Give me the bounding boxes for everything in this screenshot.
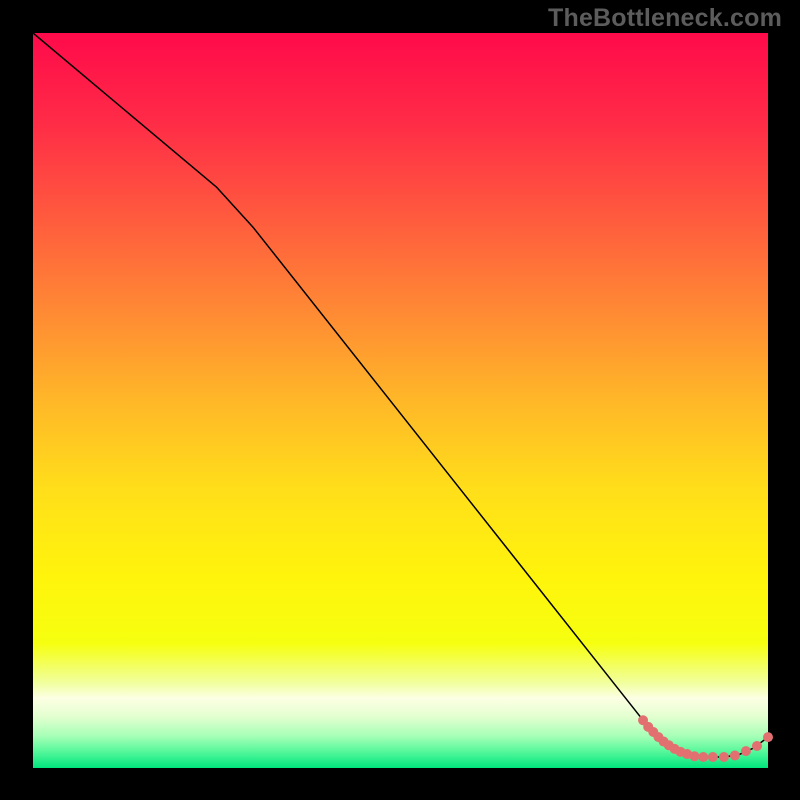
- data-marker: [741, 746, 751, 756]
- data-marker: [690, 751, 700, 761]
- data-marker: [763, 732, 773, 742]
- data-marker: [698, 752, 708, 762]
- data-marker: [719, 752, 729, 762]
- data-marker: [708, 752, 718, 762]
- chart-root: TheBottleneck.com: [0, 0, 800, 800]
- plot-svg: [0, 0, 800, 800]
- data-marker: [730, 751, 740, 761]
- watermark-text: TheBottleneck.com: [548, 4, 782, 33]
- plot-area: [33, 33, 768, 768]
- data-marker: [752, 741, 762, 751]
